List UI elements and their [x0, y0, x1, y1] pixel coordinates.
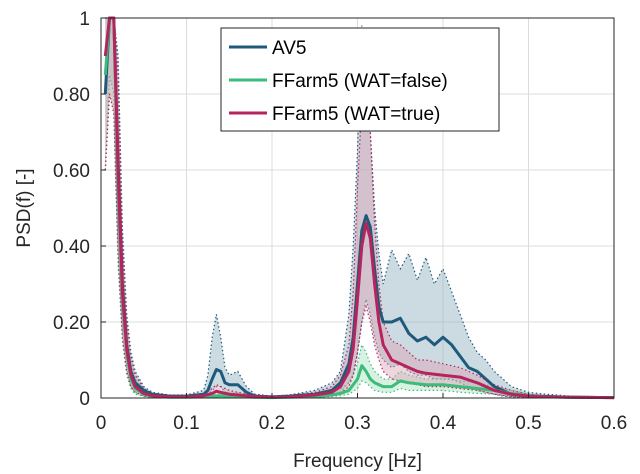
x-tick-label-5: 0.5 [515, 413, 541, 434]
band-upper-ffarm5-wat-true [105, 17, 615, 398]
axis-ticks [100, 17, 615, 399]
legend-entry-ffarm5-wat-false: FFarm5 (WAT=false) [229, 71, 448, 92]
x-axis-title: Frequency [Hz] [293, 451, 422, 472]
band-upper-av5 [105, 17, 615, 398]
series-lines [103, 16, 615, 400]
y-tick-label-3: 0.60 [53, 161, 90, 182]
band-ffarm5-wat-true [105, 18, 615, 398]
series-line-ffarm5-wat-true [103, 16, 615, 400]
band-av5 [105, 18, 615, 398]
y-tick-label-0: 0 [79, 389, 90, 410]
legend-label-ffarm5-wat-false: FFarm5 (WAT=false) [272, 71, 448, 92]
x-tick-label-4: 0.4 [430, 413, 457, 434]
y-tick-label-4: 0.80 [53, 85, 90, 106]
x-tick-label-2: 0.2 [259, 413, 285, 434]
legend-entry-ffarm5-wat-true: FFarm5 (WAT=true) [229, 104, 440, 125]
legend-label-av5: AV5 [272, 38, 307, 59]
x-tick-label-6: 0.6 [601, 413, 627, 434]
legend-box [220, 27, 500, 132]
band-upper-ffarm5-wat-false [105, 17, 615, 398]
x-tick-label-1: 0.1 [173, 413, 199, 434]
x-tick-label-0: 0 [96, 413, 107, 434]
legend: AV5 FFarm5 (WAT=false) FFarm5 (WAT=true) [220, 27, 500, 132]
y-tick-label-2: 0.40 [53, 237, 90, 258]
tick-labels: 0 0.1 0.2 0.3 0.4 0.5 0.600.200.400.600.801 [53, 9, 627, 434]
legend-entry-av5: AV5 [229, 38, 307, 59]
y-axis-title: PSD(f) [-] [14, 168, 35, 247]
legend-label-ffarm5-wat-true: FFarm5 (WAT=true) [272, 104, 440, 125]
y-tick-label-1: 0.20 [53, 313, 90, 334]
y-tick-label-5: 1 [79, 9, 90, 30]
x-tick-label-3: 0.3 [344, 413, 370, 434]
